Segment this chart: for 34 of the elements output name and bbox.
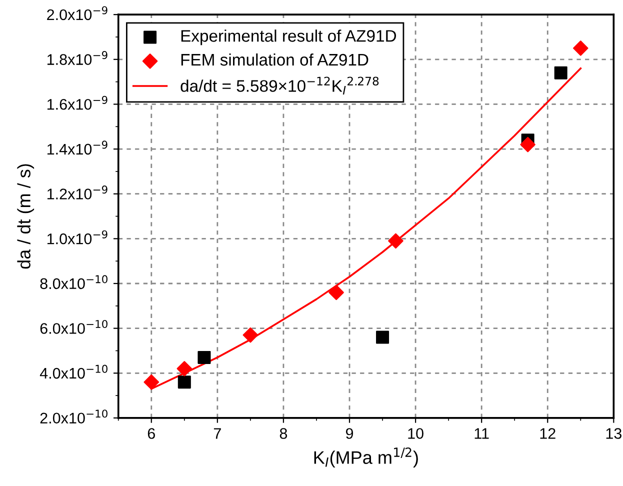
x-tick-label: 11 (474, 428, 489, 439)
x-tick-label: 8 (280, 428, 288, 439)
y-tick-label: 1.8x10$^{−9}$ (47, 51, 108, 65)
point (178, 376, 191, 389)
y-tick-label: 8.0x10$^{−10}$ (40, 275, 108, 290)
legend-label: da/dt = 5.589×10$^{−12}$K$_{I}$$^{2.278}$ (180, 76, 379, 94)
x-tick-label: 12 (540, 428, 556, 439)
x-tick-label: 6 (148, 428, 155, 439)
point (388, 233, 404, 249)
point (198, 350, 211, 364)
x-tick-label: 10 (408, 428, 424, 439)
y-tick-label: 4.0x10$^{−10}$ (40, 364, 108, 379)
point (572, 40, 588, 56)
y-tick-label: 1.4x10$^{−9}$ (47, 140, 108, 155)
x-axis-title: K$_{I}$(MPa m$^{1/2}$) (314, 447, 418, 468)
y-tick-label: 2.0x10$^{−10}$ (40, 410, 108, 424)
x-tick-label: 13 (606, 428, 622, 439)
point (328, 284, 344, 300)
x-tick-label: 7 (214, 428, 221, 439)
point (520, 136, 536, 152)
y-tick-label: 1.2x10$^{−9}$ (47, 185, 108, 200)
point (176, 361, 192, 376)
legend-label: FEM simulation of AZ91D (181, 53, 368, 66)
y-tick-label: 1.0x10$^{−9}$ (47, 230, 108, 244)
y-tick-label: 1.6x10$^{−9}$ (47, 96, 108, 110)
point (554, 66, 568, 80)
point (144, 374, 160, 390)
y-tick-label: 6.0x10$^{−10}$ (40, 320, 108, 334)
y-axis-title: da / dt (m / s) (17, 164, 34, 269)
y-tick-label: 2.0x10$^{−9}$ (47, 6, 108, 20)
x-tick-label: 9 (346, 428, 354, 439)
point (242, 327, 258, 343)
legend-label: Experimental result of AZ91D (181, 30, 396, 46)
point (376, 330, 390, 344)
